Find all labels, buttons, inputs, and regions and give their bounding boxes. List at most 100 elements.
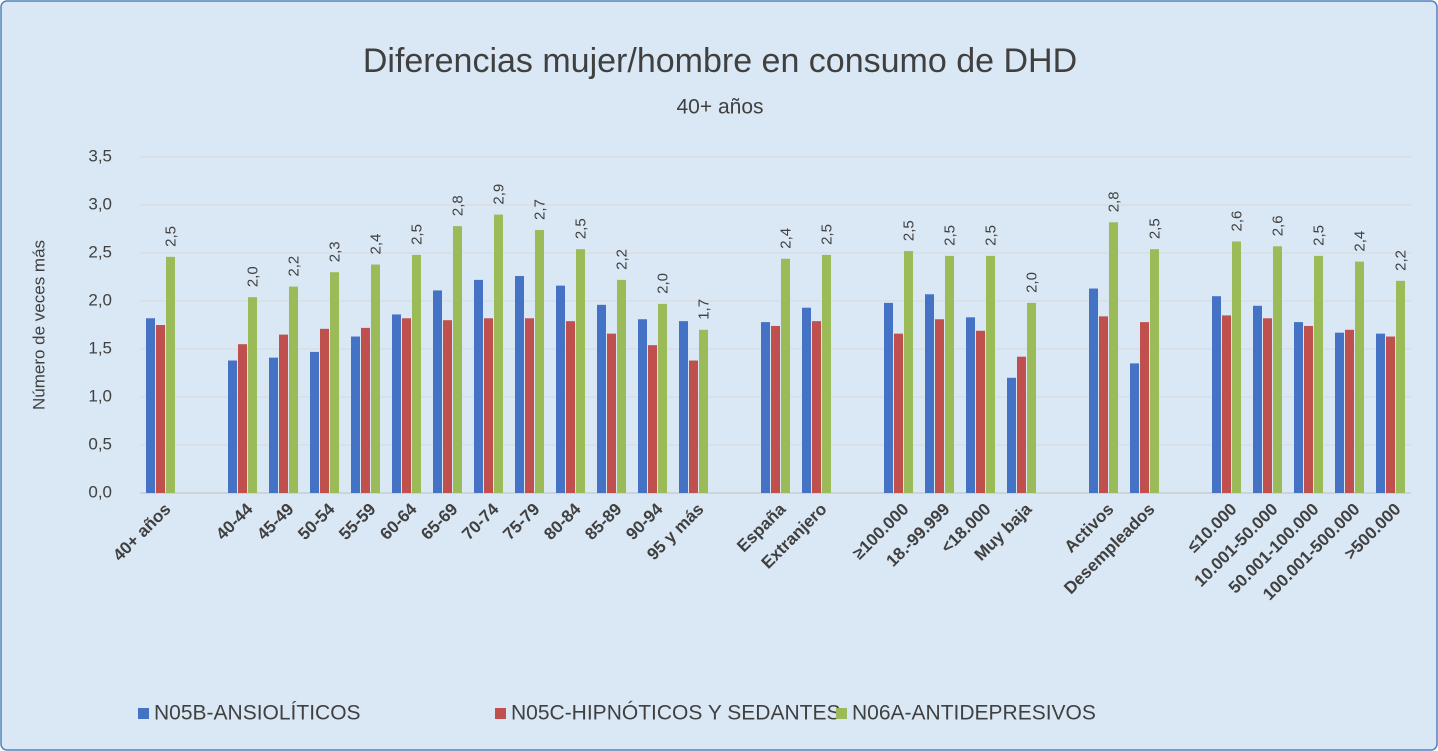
bar xyxy=(474,279,483,493)
bar xyxy=(1150,249,1159,493)
data-label: 2,4 xyxy=(777,228,794,249)
bar xyxy=(515,276,524,493)
bar xyxy=(1017,356,1026,493)
bar xyxy=(433,290,442,493)
bar xyxy=(597,304,606,493)
chart-title: Diferencias mujer/hombre en consumo de D… xyxy=(363,42,1077,80)
bar xyxy=(945,255,954,493)
legend-label: N06A-ANTIDEPRESIVOS xyxy=(852,702,1096,725)
bar xyxy=(1027,302,1036,493)
bar xyxy=(535,229,544,493)
legend-label: N05B-ANSIOLÍTICOS xyxy=(154,702,361,725)
bar xyxy=(771,325,780,493)
bar xyxy=(1304,325,1313,493)
bar xyxy=(904,251,913,493)
bar xyxy=(289,286,298,493)
y-tick-label: 1,0 xyxy=(88,386,112,405)
bar xyxy=(320,328,329,493)
data-label: 2,6 xyxy=(1228,211,1245,232)
bar xyxy=(248,297,257,493)
bar xyxy=(966,317,975,493)
bar xyxy=(351,336,360,493)
data-label: 2,5 xyxy=(572,218,589,239)
data-label: 2,3 xyxy=(326,241,343,262)
chart-subtitle: 40+ años xyxy=(677,96,764,119)
bar xyxy=(494,214,503,493)
data-label: 2,5 xyxy=(162,226,179,247)
y-tick-label: 1,5 xyxy=(88,338,112,357)
bar xyxy=(1294,322,1303,493)
bar xyxy=(361,327,370,493)
bar xyxy=(1273,246,1282,493)
bar xyxy=(279,334,288,493)
bar xyxy=(822,254,831,493)
bar xyxy=(1140,322,1149,493)
data-label: 2,8 xyxy=(449,195,466,216)
bar xyxy=(689,360,698,493)
data-label: 2,2 xyxy=(613,249,630,270)
bar xyxy=(699,329,708,493)
bar xyxy=(894,333,903,493)
bar xyxy=(556,285,565,493)
y-tick-label: 2,5 xyxy=(88,242,112,261)
data-label: 2,8 xyxy=(1105,191,1122,212)
y-tick-label: 3,5 xyxy=(88,146,112,165)
bar xyxy=(412,254,421,493)
data-label: 1,7 xyxy=(695,299,712,320)
bar xyxy=(166,256,175,493)
bar xyxy=(1212,296,1221,493)
bar xyxy=(935,319,944,493)
data-label: 2,5 xyxy=(818,224,835,245)
data-label: 2,6 xyxy=(1269,215,1286,236)
data-label: 2,4 xyxy=(1351,231,1368,252)
bar xyxy=(1263,318,1272,493)
bar xyxy=(1345,329,1354,493)
bar xyxy=(761,322,770,493)
bar xyxy=(1007,377,1016,493)
data-label: 2,2 xyxy=(1392,250,1409,271)
bar xyxy=(986,255,995,493)
bar xyxy=(1099,316,1108,493)
data-label: 2,5 xyxy=(1310,225,1327,246)
bar xyxy=(1089,288,1098,493)
bar xyxy=(1253,305,1262,493)
data-label: 2,9 xyxy=(490,184,507,205)
legend-swatch xyxy=(836,708,847,719)
bar xyxy=(443,320,452,493)
bar xyxy=(658,303,667,493)
bar xyxy=(1355,261,1364,493)
legend-swatch xyxy=(495,708,506,719)
bar xyxy=(802,307,811,493)
bar xyxy=(1376,333,1385,493)
bar xyxy=(1396,280,1405,493)
bar xyxy=(1232,241,1241,493)
data-label: 2,5 xyxy=(408,224,425,245)
y-tick-label: 0,0 xyxy=(88,482,112,501)
bar xyxy=(453,226,462,493)
bar xyxy=(228,360,237,493)
bar xyxy=(330,272,339,493)
bar xyxy=(1130,363,1139,493)
legend-swatch xyxy=(138,708,149,719)
bar xyxy=(576,249,585,493)
bar xyxy=(884,302,893,493)
y-tick-label: 2,0 xyxy=(88,290,112,309)
bar xyxy=(484,318,493,493)
bar xyxy=(1222,315,1231,493)
legend-label: N05C-HIPNÓTICOS Y SEDANTES xyxy=(511,702,840,725)
bar xyxy=(812,321,821,493)
data-label: 2,0 xyxy=(244,266,261,287)
data-label: 2,5 xyxy=(1146,218,1163,239)
bar xyxy=(371,264,380,493)
bar xyxy=(402,318,411,493)
data-label: 2,5 xyxy=(982,225,999,246)
bar xyxy=(1109,222,1118,493)
bar xyxy=(392,314,401,493)
bar xyxy=(525,318,534,493)
bar xyxy=(156,325,165,493)
data-label: 2,7 xyxy=(531,199,548,220)
y-tick-label: 3,0 xyxy=(88,194,112,213)
bar xyxy=(566,321,575,493)
data-label: 2,0 xyxy=(1023,272,1040,293)
